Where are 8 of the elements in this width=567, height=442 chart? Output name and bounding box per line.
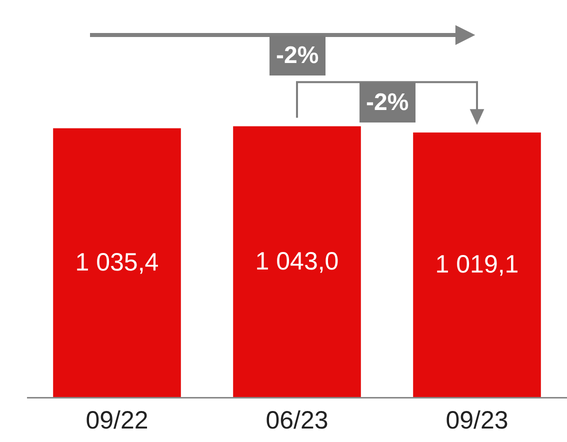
data-label: 1 043,0 [255, 248, 339, 276]
x-tick-label: 09/23 [446, 406, 508, 434]
data-label: 1 019,1 [435, 250, 519, 279]
text: -2% [366, 89, 409, 116]
data-label: 1 035,4 [75, 248, 159, 277]
text: -2% [276, 42, 319, 69]
x-tick-label: 09/22 [86, 406, 148, 434]
x-tick-label: 06/23 [266, 406, 328, 434]
